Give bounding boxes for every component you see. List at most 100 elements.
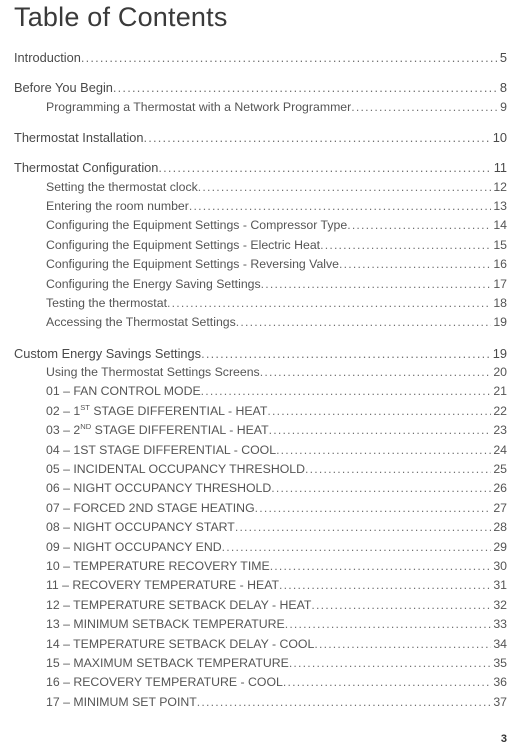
toc-label: Custom Energy Savings Settings: [14, 345, 201, 362]
toc-leader: [201, 345, 491, 362]
toc-label: 11 – RECOVERY TEMPERATURE - HEAT: [46, 577, 279, 594]
toc-page: 21: [491, 383, 507, 400]
toc-leader: [271, 480, 491, 497]
toc-subsection: Using the Thermostat Settings Screens20: [14, 364, 507, 381]
toc-page: 24: [491, 442, 507, 459]
toc-leader: [236, 314, 492, 331]
toc-page: 34: [491, 636, 507, 653]
toc-label: Configuring the Equipment Settings - Com…: [46, 217, 347, 234]
toc-page: 5: [498, 49, 507, 66]
toc-page: 19: [491, 345, 507, 362]
toc-leader: [314, 636, 491, 653]
toc-subsection: Configuring the Equipment Settings - Ele…: [14, 237, 507, 254]
toc-leader: [305, 461, 491, 478]
toc-page: 37: [491, 694, 507, 711]
toc-page: 32: [491, 597, 507, 614]
toc-label: Testing the thermostat: [46, 295, 167, 312]
toc-subsection: 02 – 1ST STAGE DIFFERENTIAL - HEAT22: [14, 403, 507, 420]
toc-leader: [158, 159, 491, 176]
toc-leader: [189, 198, 491, 215]
toc-subsection: Configuring the Equipment Settings - Rev…: [14, 256, 507, 273]
toc-leader: [320, 237, 491, 254]
toc-label: 05 – INCIDENTAL OCCUPANCY THRESHOLD: [46, 461, 305, 478]
toc-page: 33: [491, 616, 507, 633]
toc-label: 07 – FORCED 2ND STAGE HEATING: [46, 500, 255, 517]
toc-leader: [347, 217, 491, 234]
toc-leader: [201, 383, 492, 400]
toc-subsection: Accessing the Thermostat Settings19: [14, 314, 507, 331]
toc-label: Configuring the Energy Saving Settings: [46, 276, 261, 293]
toc-leader: [269, 422, 492, 439]
toc-page: 23: [491, 422, 507, 439]
toc-page: 10: [491, 129, 507, 146]
toc-leader: [279, 577, 491, 594]
toc-section: Before You Begin 8: [14, 79, 507, 96]
toc-label: Programming a Thermostat with a Network …: [46, 99, 351, 116]
toc-leader: [339, 256, 491, 273]
toc-page: 30: [491, 558, 507, 575]
toc-leader: [270, 558, 492, 575]
toc-subsection: Programming a Thermostat with a Network …: [14, 99, 507, 116]
toc-subsection: 13 – MINIMUM SETBACK TEMPERATURE 33: [14, 616, 507, 633]
toc-subsection: 03 – 2ND STAGE DIFFERENTIAL - HEAT 23: [14, 422, 507, 439]
toc-section: Custom Energy Savings Settings 19: [14, 345, 507, 362]
toc-label: 10 – TEMPERATURE RECOVERY TIME: [46, 558, 270, 575]
toc-label: 12 – TEMPERATURE SETBACK DELAY - HEAT: [46, 597, 311, 614]
toc-leader: [261, 276, 492, 293]
toc-label: Before You Begin: [14, 79, 113, 96]
toc-page: 13: [491, 198, 507, 215]
toc-leader: [289, 655, 492, 672]
toc-leader: [235, 519, 491, 536]
toc-label: 09 – NIGHT OCCUPANCY END: [46, 539, 222, 556]
toc-leader: [283, 674, 491, 691]
toc-page: 19: [491, 314, 507, 331]
toc-page: 17: [491, 276, 507, 293]
toc-page: 25: [491, 461, 507, 478]
toc-page: 26: [491, 480, 507, 497]
toc-label: 14 – TEMPERATURE SETBACK DELAY - COOL: [46, 636, 314, 653]
toc-leader: [81, 49, 498, 66]
toc-label: 01 – FAN CONTROL MODE: [46, 383, 201, 400]
toc-section: Introduction 5: [14, 49, 507, 66]
toc-leader: [351, 99, 498, 116]
toc-leader: [167, 295, 491, 312]
toc-subsection: 01 – FAN CONTROL MODE 21: [14, 383, 507, 400]
toc-label: 02 – 1ST STAGE DIFFERENTIAL - HEAT: [46, 403, 267, 420]
toc-label: 04 – 1ST STAGE DIFFERENTIAL - COOL: [46, 442, 276, 459]
toc-section: Thermostat Installation10: [14, 129, 507, 146]
toc-label: Configuring the Equipment Settings - Ele…: [46, 237, 320, 254]
table-of-contents: Introduction 5 Before You Begin 8 Programmin…: [14, 49, 507, 711]
toc-subsection: 07 – FORCED 2ND STAGE HEATING27: [14, 500, 507, 517]
toc-label: 15 – MAXIMUM SETBACK TEMPERATURE: [46, 655, 289, 672]
toc-leader: [197, 694, 492, 711]
toc-page: 15: [491, 237, 507, 254]
toc-subsection: Configuring the Energy Saving Settings 1…: [14, 276, 507, 293]
toc-leader: [285, 616, 492, 633]
toc-label: Thermostat Configuration: [14, 159, 158, 176]
toc-label: 17 – MINIMUM SET POINT: [46, 694, 197, 711]
toc-leader: [143, 129, 490, 146]
toc-subsection: Setting the thermostat clock12: [14, 179, 507, 196]
toc-subsection: 11 – RECOVERY TEMPERATURE - HEAT31: [14, 577, 507, 594]
toc-label: Entering the room number: [46, 198, 189, 215]
toc-subsection: 10 – TEMPERATURE RECOVERY TIME 30: [14, 558, 507, 575]
toc-leader: [113, 79, 498, 96]
toc-page: 36: [491, 674, 507, 691]
toc-subsection: 17 – MINIMUM SET POINT 37: [14, 694, 507, 711]
toc-section: Thermostat Configuration11: [14, 159, 507, 176]
toc-label: Using the Thermostat Settings Screens: [46, 364, 260, 381]
toc-page: 8: [498, 79, 507, 96]
toc-label: Introduction: [14, 49, 81, 66]
toc-leader: [198, 179, 492, 196]
toc-subsection: Configuring the Equipment Settings - Com…: [14, 217, 507, 234]
toc-page: 12: [491, 179, 507, 196]
toc-label: 06 – NIGHT OCCUPANCY THRESHOLD: [46, 480, 271, 497]
toc-leader: [311, 597, 491, 614]
toc-label: 13 – MINIMUM SETBACK TEMPERATURE: [46, 616, 285, 633]
toc-leader: [222, 539, 492, 556]
toc-label: 03 – 2ND STAGE DIFFERENTIAL - HEAT: [46, 422, 269, 439]
toc-page: 35: [491, 655, 507, 672]
toc-page: 29: [491, 539, 507, 556]
toc-leader: [267, 403, 491, 420]
toc-page: 28: [491, 519, 507, 536]
